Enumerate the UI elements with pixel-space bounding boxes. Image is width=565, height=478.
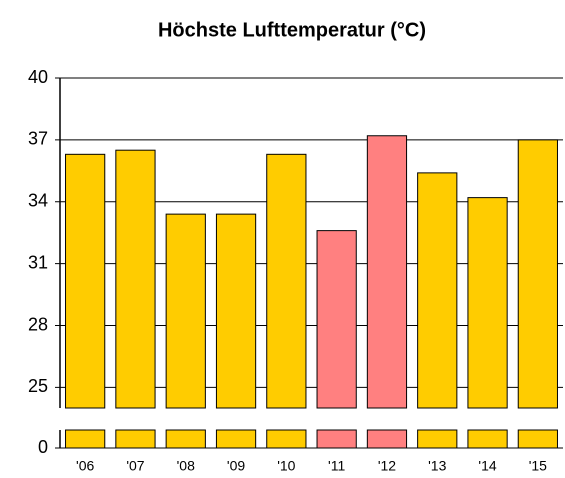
bar: [366, 429, 408, 449]
bar: [417, 172, 458, 409]
bar: [65, 429, 106, 449]
bar: [215, 213, 257, 409]
y-tick-label: 31: [28, 252, 48, 272]
x-tick-label: '07: [126, 458, 144, 474]
x-tick-label: '15: [529, 458, 547, 474]
y-tick-label: 28: [28, 314, 48, 334]
bar: [517, 139, 558, 409]
bar: [165, 213, 206, 409]
y-tick-label: 25: [28, 376, 48, 396]
bar: [366, 135, 408, 409]
x-tick-label: '06: [76, 458, 94, 474]
bar: [316, 429, 357, 449]
x-tick-label: '12: [378, 458, 396, 474]
bar: [417, 429, 458, 449]
y-tick-label: 40: [28, 67, 48, 87]
bar: [165, 429, 206, 449]
x-tick-label: '10: [277, 458, 295, 474]
x-tick-label: '14: [478, 458, 496, 474]
bar: [467, 429, 508, 449]
y-tick-label: 0: [38, 437, 48, 457]
bar: [517, 429, 558, 449]
bar: [467, 197, 508, 409]
x-tick-label: '11: [328, 458, 345, 474]
x-tick-label: '09: [227, 458, 245, 474]
bar: [115, 429, 156, 449]
chart-title: Höchste Lufttemperatur (°C): [158, 19, 426, 41]
y-tick-label: 37: [28, 129, 48, 149]
bar: [65, 153, 106, 409]
bar: [215, 429, 257, 449]
y-tick-label: 34: [28, 191, 48, 211]
bar: [316, 230, 357, 409]
x-tick-label: '08: [177, 458, 195, 474]
bar: [266, 429, 307, 449]
x-tick-label: '13: [428, 458, 446, 474]
bar: [266, 153, 307, 409]
bar: [115, 149, 156, 409]
